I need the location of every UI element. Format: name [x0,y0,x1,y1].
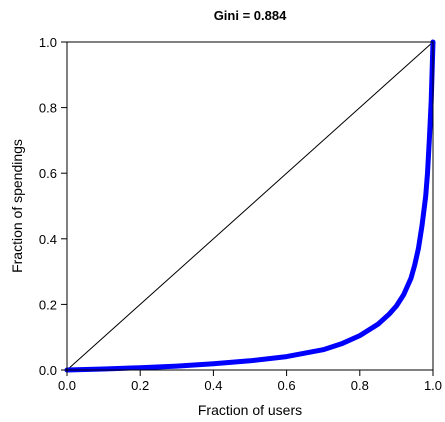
y-tick-label: 0.4 [39,232,57,247]
x-tick-label: 0.2 [131,378,149,393]
chart-title: Gini = 0.884 [214,8,287,23]
x-tick-label: 0.6 [278,378,296,393]
x-tick-label: 0.8 [351,378,369,393]
y-tick-label: 0.8 [39,101,57,116]
equality-diagonal-line [66,41,434,371]
y-tick-label: 0.0 [39,363,57,378]
y-axis-label: Fraction of spendings [9,139,25,273]
lorenz-curve-line [64,39,436,373]
y-tick-label: 0.6 [39,166,57,181]
y-tick-label: 0.2 [39,297,57,312]
x-tick-label: 0.0 [58,378,76,393]
plot-frame [66,41,434,371]
x-tick-label: 1.0 [424,378,442,393]
x-axis-label: Fraction of users [198,402,302,418]
x-tick-label: 0.4 [204,378,222,393]
y-tick-label: 1.0 [39,35,57,50]
